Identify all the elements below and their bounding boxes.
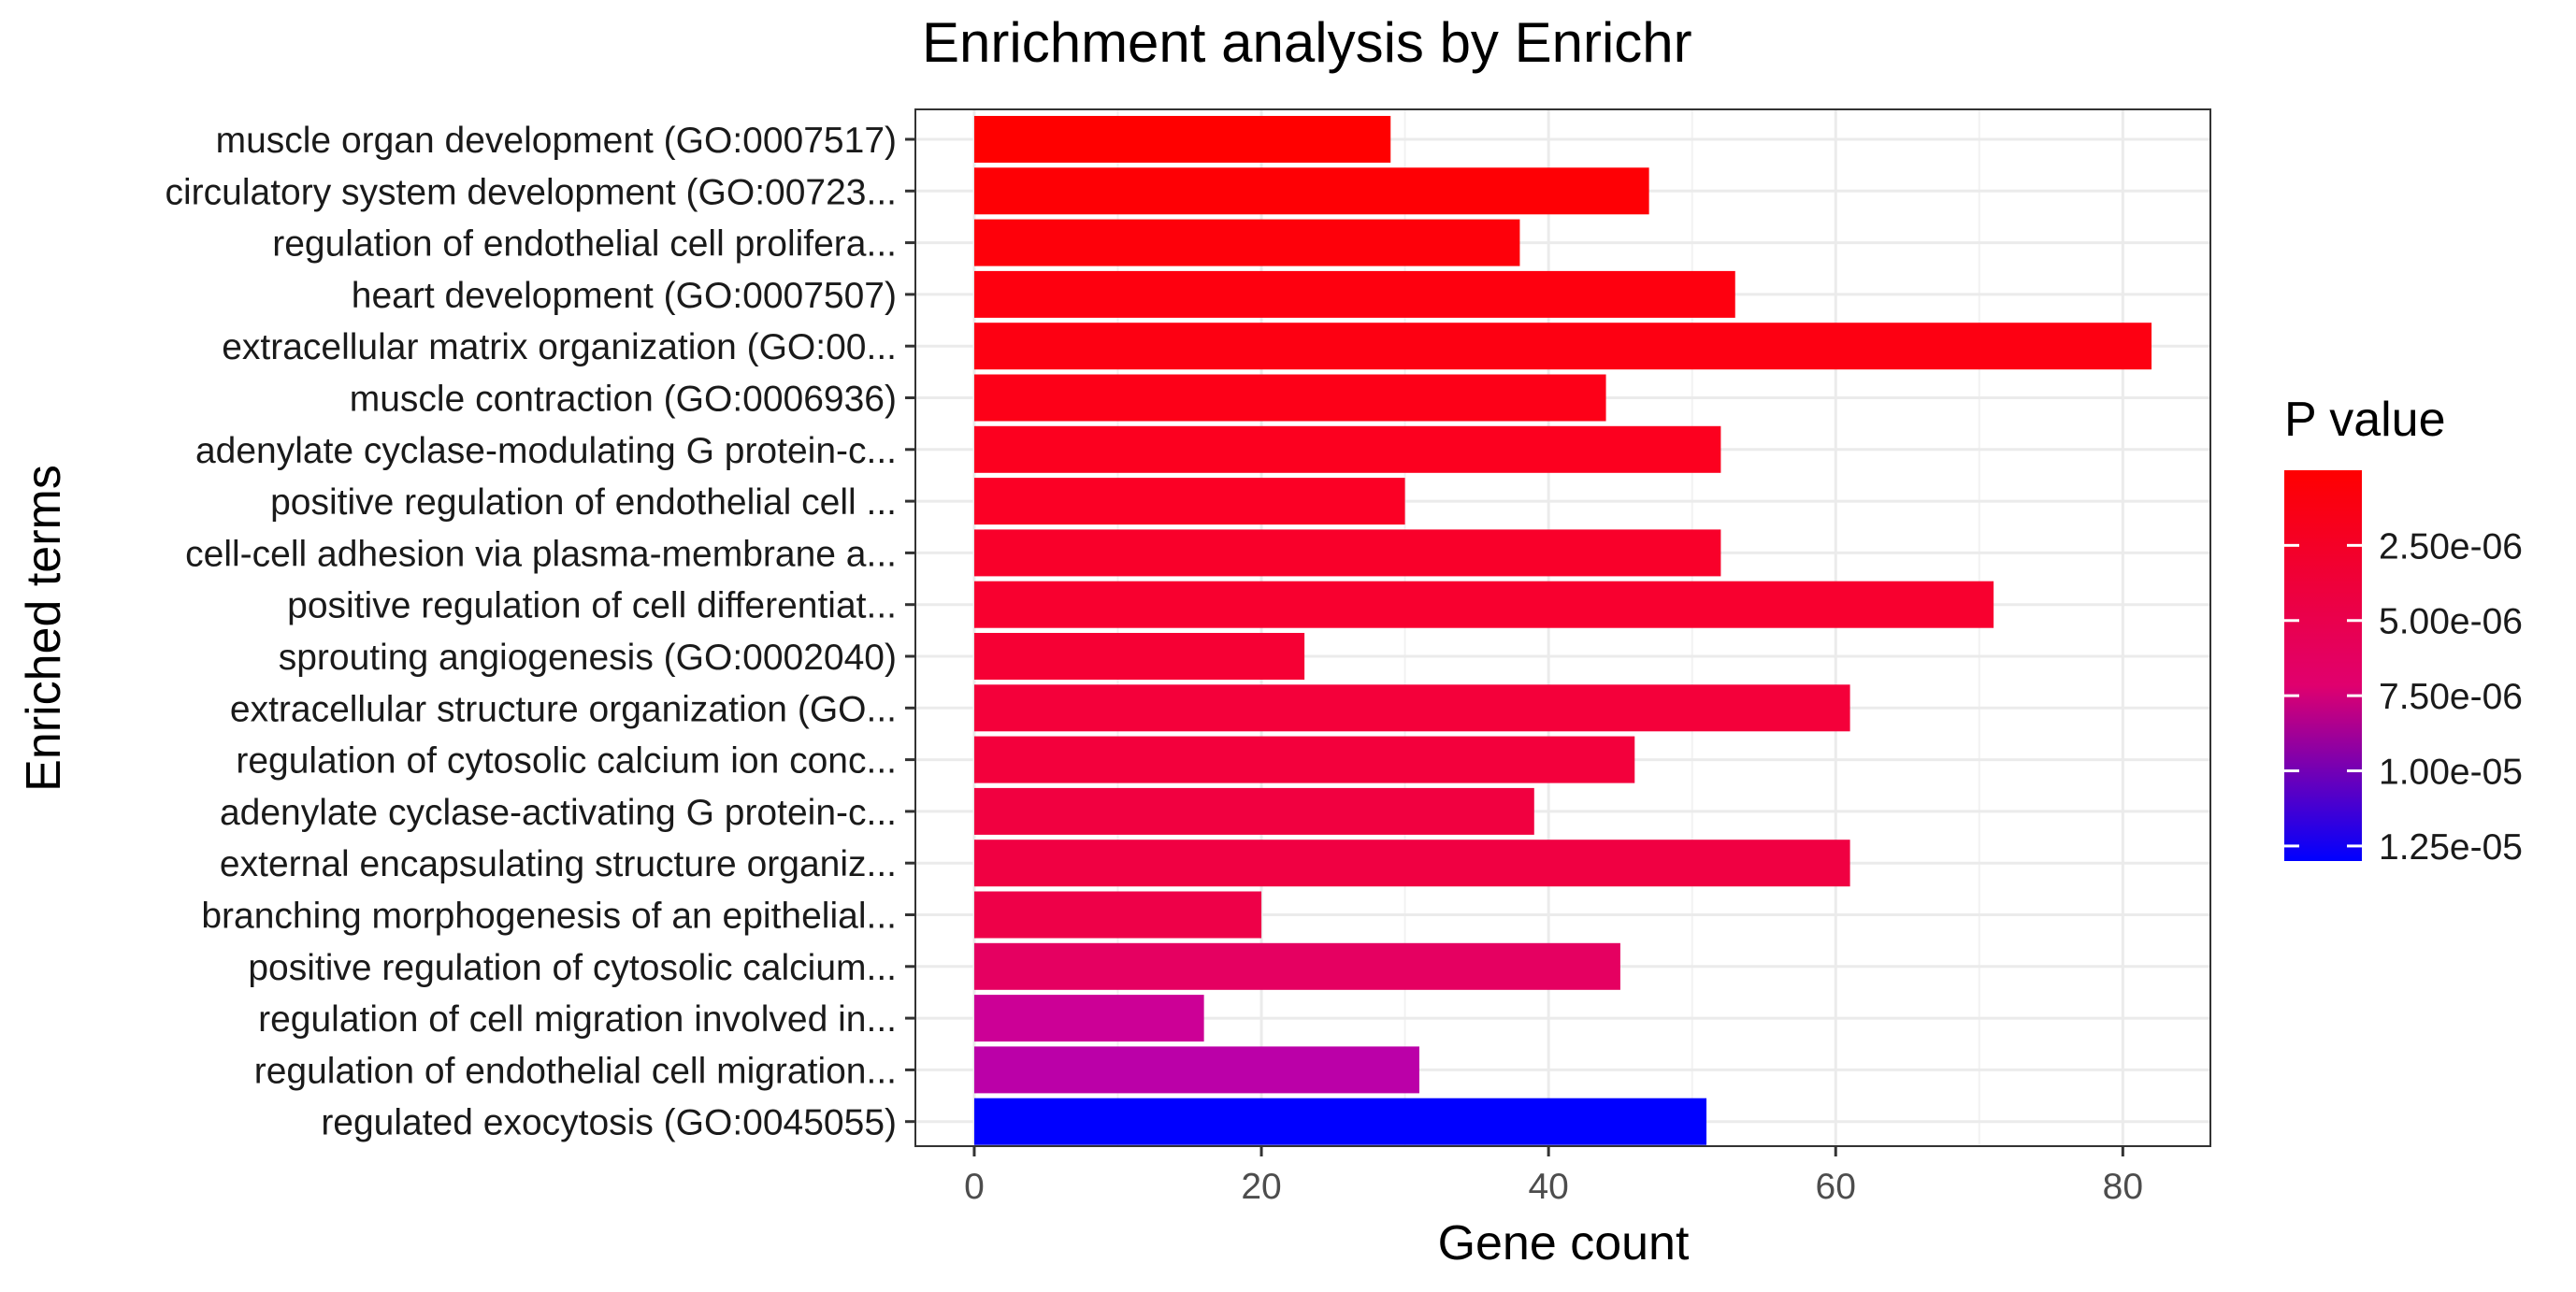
bars-layer bbox=[973, 116, 2152, 1145]
bar bbox=[973, 374, 1606, 422]
x-tick-label: 20 bbox=[1241, 1167, 1281, 1207]
bar bbox=[973, 942, 1620, 990]
chart-title: Enrichment analysis by Enrichr bbox=[922, 11, 1692, 74]
bar bbox=[973, 787, 1534, 835]
legend-tick-label: 1.25e-05 bbox=[2379, 827, 2523, 868]
bar bbox=[973, 270, 1735, 318]
y-tick-label: adenylate cyclase-activating G protein-c… bbox=[220, 793, 897, 833]
legend-colorbar bbox=[2284, 470, 2362, 861]
bar bbox=[973, 116, 1391, 163]
x-tick-label: 0 bbox=[964, 1167, 985, 1207]
y-tick-label: adenylate cyclase-modulating G protein-c… bbox=[195, 431, 897, 471]
legend-tick-label: 7.50e-06 bbox=[2379, 677, 2523, 717]
y-axis-title: Enriched terms bbox=[17, 465, 71, 792]
x-tick-label: 40 bbox=[1528, 1167, 1568, 1207]
y-tick-label: circulatory system development (GO:00723… bbox=[165, 172, 898, 212]
y-tick-label: muscle organ development (GO:0007517) bbox=[216, 121, 897, 161]
legend: P value 2.50e-06 5.00e-06 7.50e-06 1.00e-05… bbox=[2284, 393, 2523, 868]
bar bbox=[973, 684, 1850, 732]
bar bbox=[973, 995, 1204, 1042]
y-tick-label: positive regulation of cell differentiat… bbox=[287, 586, 897, 626]
y-tick-label: extracellular matrix organization (GO:00… bbox=[222, 327, 897, 367]
y-tick-label: regulation of endothelial cell prolifera… bbox=[272, 224, 897, 265]
legend-tick-label: 2.50e-06 bbox=[2379, 526, 2523, 567]
y-tick-label: regulation of endothelial cell migration… bbox=[254, 1051, 897, 1091]
bar bbox=[973, 736, 1635, 783]
y-tick-label: external encapsulating structure organiz… bbox=[220, 844, 897, 884]
bar bbox=[973, 529, 1721, 577]
bar bbox=[973, 323, 2152, 370]
bar bbox=[973, 425, 1721, 473]
bar bbox=[973, 633, 1305, 680]
legend-ticks: 2.50e-06 5.00e-06 7.50e-06 1.00e-05 1.25e-05 bbox=[2284, 526, 2523, 868]
plot-panel-border bbox=[914, 108, 2211, 1147]
bar bbox=[973, 891, 1262, 939]
y-tick-label: regulated exocytosis (GO:0045055) bbox=[321, 1103, 897, 1143]
x-tick-label: 60 bbox=[1816, 1167, 1856, 1207]
y-tick-label: extracellular structure organization (GO… bbox=[230, 689, 897, 729]
y-tick-label: branching morphogenesis of an epithelial… bbox=[201, 897, 897, 937]
y-tick-label: cell-cell adhesion via plasma-membrane a… bbox=[185, 534, 897, 574]
bar bbox=[973, 581, 1994, 628]
bar bbox=[973, 1046, 1419, 1094]
y-axis: muscle organ development (GO:0007517) cir… bbox=[165, 121, 915, 1143]
y-tick-label: positive regulation of cytosolic calcium… bbox=[248, 948, 897, 988]
bar bbox=[973, 167, 1649, 215]
y-tick-label: regulation of cell migration involved in… bbox=[258, 999, 897, 1040]
y-tick-label: muscle contraction (GO:0006936) bbox=[350, 380, 897, 420]
x-axis-title: Gene count bbox=[1438, 1216, 1690, 1270]
y-tick-label: sprouting angiogenesis (GO:0002040) bbox=[279, 638, 897, 678]
y-tick-label: heart development (GO:0007507) bbox=[352, 276, 897, 316]
bar bbox=[973, 1098, 1707, 1145]
y-tick-label: positive regulation of endothelial cell … bbox=[270, 482, 897, 523]
bar bbox=[973, 840, 1850, 887]
legend-title: P value bbox=[2284, 393, 2446, 447]
legend-tick-label: 5.00e-06 bbox=[2379, 602, 2523, 642]
legend-tick-label: 1.00e-05 bbox=[2379, 753, 2523, 793]
bar bbox=[973, 478, 1405, 525]
x-tick-label: 80 bbox=[2103, 1167, 2143, 1207]
x-axis: 0 20 40 60 80 bbox=[964, 1146, 2143, 1207]
y-tick-label: regulation of cytosolic calcium ion conc… bbox=[236, 741, 897, 782]
bar bbox=[973, 219, 1520, 266]
